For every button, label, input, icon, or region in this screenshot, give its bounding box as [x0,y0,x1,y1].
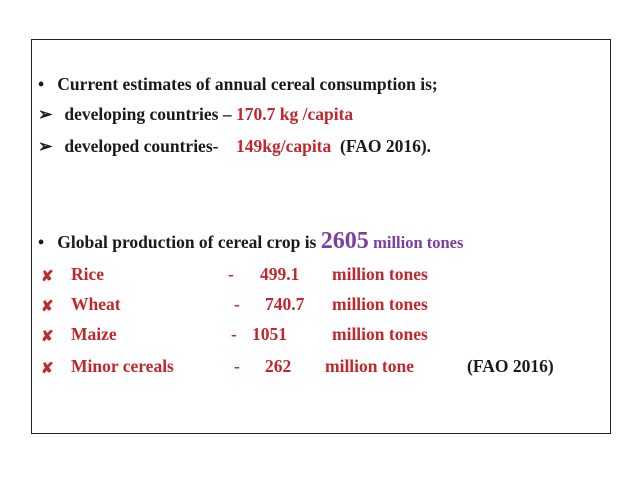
arrow-bullet-icon: ➢ [38,136,53,156]
developed-value: 149kg/capita [235,136,332,156]
arrow-bullet-icon: ➢ [38,104,53,124]
bullet: • [38,74,45,94]
consumption-heading: • Current estimates of annual cereal con… [38,74,438,95]
crop-value-maize: 1051 [252,324,287,344]
slide-frame [31,39,611,434]
developed-ref: (FAO 2016). [340,136,432,156]
consumption-heading-text: Current estimates of annual cereal consu… [57,74,438,94]
production-unit: million tones [373,233,464,252]
crop-unit: million tones [332,294,428,314]
crop-unit: million tone [325,356,414,376]
crop-dash: - [231,324,237,344]
cross-mark-icon: ✘ [41,329,54,345]
crop-dash: - [234,294,240,314]
cross-mark-icon: ✘ [41,269,54,285]
crop-name-minor-cereals: Minor cereals [71,356,174,376]
crop-dash: - [228,264,234,284]
crop-name-maize: Maize [71,324,117,344]
production-ref: (FAO 2016) [467,356,554,376]
crop-name-wheat: Wheat [71,294,121,314]
developed-countries-line: ➢ developed countries- 149kg/capita (FAO… [38,136,431,157]
developing-label: developing countries – [64,104,232,124]
crop-dash: - [234,356,240,376]
crop-value-wheat: 740.7 [265,294,305,314]
production-heading: • Global production of cereal crop is 26… [38,228,463,255]
crop-unit: million tones [332,264,428,284]
developing-countries-line: ➢ developing countries – 170.7 kg /capit… [38,104,353,125]
crop-value-minor-cereals: 262 [265,356,292,376]
developed-label: developed countries- [64,136,219,156]
bullet: • [38,232,45,252]
production-total: 2605 [320,228,369,254]
developing-value: 170.7 kg /capita [235,104,354,124]
crop-unit: million tones [332,324,428,344]
cross-mark-icon: ✘ [41,299,54,315]
crop-name-rice: Rice [71,264,105,284]
production-heading-text: Global production of cereal crop is [57,232,317,252]
crop-value-rice: 499.1 [260,264,300,284]
cross-mark-icon: ✘ [41,361,54,377]
